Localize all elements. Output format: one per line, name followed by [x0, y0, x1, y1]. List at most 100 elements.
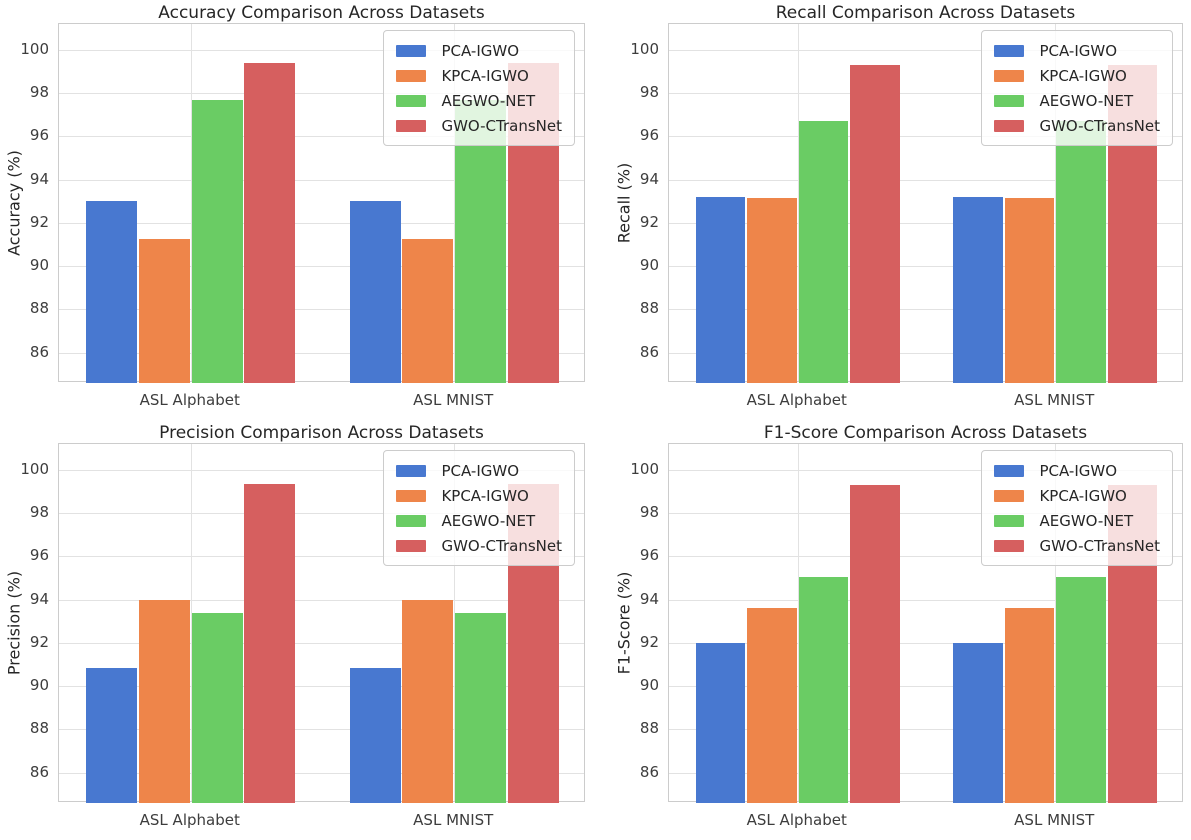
legend-label: PCA-IGWO [441, 41, 520, 60]
h-gridline [59, 469, 584, 471]
h-gridline [669, 49, 1182, 51]
legend-label: AEGWO-NET [441, 91, 536, 110]
v-gridline [190, 24, 192, 381]
y-tick-label: 90 [639, 676, 659, 695]
legend-swatch-icon [994, 44, 1025, 57]
bar-aegwo-net-asl-alphabet [191, 99, 243, 383]
bar-pca-igwo-asl-alphabet [695, 197, 746, 383]
y-tick-label: 100 [20, 39, 49, 58]
bar-kpca-igwo-asl-mnist [1004, 198, 1055, 383]
y-tick-label: 94 [29, 589, 49, 608]
v-gridline [454, 24, 456, 381]
legend-label: GWO-CTransNet [441, 116, 562, 135]
legend-entry: GWO-CTransNet [994, 533, 1160, 558]
y-tick-label: 100 [630, 459, 659, 478]
legend-entry: GWO-CTransNet [994, 113, 1160, 138]
h-gridline [669, 309, 1182, 311]
legend-swatch-icon [396, 514, 427, 527]
y-tick-label: 100 [20, 459, 49, 478]
x-tick-label: ASL MNIST [413, 391, 494, 409]
legend-label: AEGWO-NET [441, 511, 536, 530]
bar-pca-igwo-asl-mnist [349, 201, 401, 383]
legend-label: AEGWO-NET [1039, 511, 1134, 530]
chart-title: Precision Comparison Across Datasets [159, 423, 484, 443]
legend-entry: AEGWO-NET [994, 508, 1160, 533]
bar-kpca-igwo-asl-alphabet [747, 198, 797, 383]
bar-aegwo-net-asl-alphabet [191, 612, 243, 803]
legend-swatch-icon [994, 489, 1025, 502]
legend-entry: KPCA-IGWO [994, 63, 1160, 88]
legend-label: GWO-CTransNet [441, 536, 562, 555]
legend: PCA-IGWO KPCA-IGWO AEGWO-NET GWO-CTransNet [981, 450, 1173, 566]
y-tick-label: 88 [639, 299, 659, 318]
bar-kpca-igwo-asl-alphabet [138, 599, 190, 803]
bar-pca-igwo-asl-alphabet [695, 642, 746, 803]
v-gridline [797, 444, 799, 801]
y-tick-label: 92 [639, 212, 659, 231]
legend-swatch-icon [396, 69, 427, 82]
y-tick-label: 98 [639, 503, 659, 522]
bar-gwo-ctransnet-asl-alphabet [244, 484, 296, 803]
x-tick-label: ASL MNIST [1014, 391, 1095, 409]
chart-title: Accuracy Comparison Across Datasets [158, 3, 485, 23]
legend-swatch-icon [396, 119, 427, 132]
plot-area: PCA-IGWO KPCA-IGWO AEGWO-NET GWO-CTransNet [58, 443, 585, 803]
legend-label: PCA-IGWO [441, 461, 520, 480]
y-tick-label: 92 [639, 632, 659, 651]
legend-swatch-icon [994, 464, 1025, 477]
x-tick-label: ASL Alphabet [746, 391, 847, 409]
y-tick-label: 86 [639, 762, 659, 781]
legend: PCA-IGWO KPCA-IGWO AEGWO-NET GWO-CTransNet [981, 30, 1173, 146]
y-axis-label: Accuracy (%) [4, 149, 24, 256]
bar-kpca-igwo-asl-mnist [1004, 608, 1055, 803]
chart-title: F1-Score Comparison Across Datasets [763, 423, 1088, 443]
y-axis-label: F1-Score (%) [614, 571, 634, 674]
accuracy-chart: Accuracy Comparison Across Datasets Accu… [0, 0, 595, 420]
h-gridline [59, 136, 584, 138]
h-gridline [59, 93, 584, 95]
h-gridline [669, 266, 1182, 268]
legend-entry: AEGWO-NET [396, 508, 562, 533]
legend-swatch-icon [396, 539, 427, 552]
h-gridline [669, 729, 1182, 731]
h-gridline [59, 222, 584, 224]
y-tick-label: 98 [639, 83, 659, 102]
legend-label: KPCA-IGWO [1039, 486, 1127, 505]
legend-entry: AEGWO-NET [396, 88, 562, 113]
h-gridline [669, 93, 1182, 95]
bar-pca-igwo-asl-mnist [953, 197, 1003, 383]
y-tick-label: 90 [29, 256, 49, 275]
bar-pca-igwo-asl-mnist [953, 642, 1003, 803]
v-gridline [797, 24, 799, 381]
y-tick-label: 92 [29, 632, 49, 651]
legend-entry: GWO-CTransNet [396, 113, 562, 138]
y-tick-label: 86 [639, 342, 659, 361]
legend-swatch-icon [994, 119, 1025, 132]
legend-label: PCA-IGWO [1039, 41, 1118, 60]
y-tick-label: 88 [29, 299, 49, 318]
h-gridline [669, 136, 1182, 138]
h-gridline [59, 309, 584, 311]
y-tick-label: 96 [639, 126, 659, 145]
bar-kpca-igwo-asl-alphabet [138, 239, 190, 383]
h-gridline [669, 179, 1182, 181]
legend-label: GWO-CTransNet [1039, 116, 1160, 135]
f1-score-chart: F1-Score Comparison Across Datasets F1-S… [596, 420, 1191, 840]
plot-area: PCA-IGWO KPCA-IGWO AEGWO-NET GWO-CTransNet [58, 23, 585, 383]
legend-entry: KPCA-IGWO [396, 483, 562, 508]
plot-area: PCA-IGWO KPCA-IGWO AEGWO-NET GWO-CTransNet [668, 443, 1183, 803]
y-tick-label: 96 [639, 546, 659, 565]
legend-entry: KPCA-IGWO [396, 63, 562, 88]
legend-entry: AEGWO-NET [994, 88, 1160, 113]
legend-label: KPCA-IGWO [441, 66, 529, 85]
chart-title: Recall Comparison Across Datasets [775, 3, 1076, 23]
y-tick-label: 86 [29, 762, 49, 781]
bar-gwo-ctransnet-asl-alphabet [850, 65, 900, 383]
bar-gwo-ctransnet-asl-alphabet [850, 485, 900, 803]
h-gridline [59, 772, 584, 774]
v-gridline [1055, 444, 1057, 801]
y-tick-label: 98 [29, 83, 49, 102]
plot-area: PCA-IGWO KPCA-IGWO AEGWO-NET GWO-CTransNet [668, 23, 1183, 383]
y-tick-label: 92 [29, 212, 49, 231]
